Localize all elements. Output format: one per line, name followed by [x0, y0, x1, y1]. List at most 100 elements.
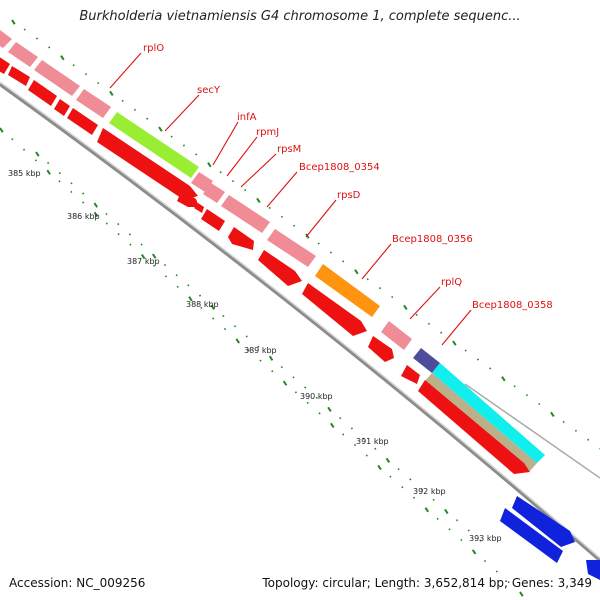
gene-block-rplQ[interactable] [381, 321, 412, 350]
gene-block-rpsD[interactable] [315, 264, 380, 317]
cds-arrow[interactable] [302, 283, 367, 336]
scale-tick [84, 73, 88, 76]
cds-arrow[interactable] [28, 80, 57, 106]
gene-label-rpsM[interactable]: rpsM [277, 144, 301, 155]
scale-tick [121, 99, 124, 103]
cds-arrow[interactable] [97, 128, 198, 200]
cds-arrow[interactable] [258, 250, 302, 286]
gene-block-rplO-a[interactable] [0, 30, 12, 48]
scale-tick [58, 180, 61, 183]
gene-block-rplO-d[interactable] [76, 89, 111, 118]
scale-tick [271, 370, 274, 373]
cds-arrow-blue[interactable] [500, 508, 563, 563]
cds-arrow[interactable] [177, 190, 199, 207]
scale-tick [350, 427, 354, 430]
scale-tick [330, 422, 335, 428]
scale-tick [409, 478, 412, 481]
cds-arrow[interactable] [67, 108, 98, 135]
gene-label-Bcep1808_0356[interactable]: Bcep1808_0356 [392, 234, 473, 245]
cds-arrow[interactable] [201, 209, 225, 231]
scale-tick [483, 559, 487, 563]
scale-tick [412, 496, 416, 499]
scale-tick [403, 304, 408, 311]
cds-arrow[interactable] [228, 227, 254, 250]
scale-tick-marks [0, 19, 600, 597]
scale-label: 386 kbp [67, 212, 100, 221]
gene-block-Bcep1808_0354[interactable] [267, 229, 316, 267]
gene-block-rplO-c[interactable] [34, 60, 80, 96]
scale-tick [198, 294, 202, 297]
scale-tick [479, 539, 482, 542]
scale-tick [34, 159, 38, 162]
scale-tick [35, 37, 39, 40]
cds-arrow[interactable] [194, 203, 204, 213]
scale-tick [294, 391, 298, 394]
scale-tick [427, 322, 431, 325]
scale-label: 388 kbp [186, 300, 219, 309]
cds-arrow[interactable] [54, 99, 70, 116]
cds-arrow[interactable] [418, 380, 530, 474]
scale-label: 391 kbp [356, 437, 389, 446]
gene-label-rpsD[interactable]: rpsD [337, 190, 361, 201]
genome-summary: Topology: circular; Length: 3,652,814 bp… [262, 576, 592, 590]
scale-label: 385 kbp [8, 169, 41, 178]
scale-tick [415, 313, 418, 317]
scale-tick [222, 314, 225, 318]
scale-tick [391, 295, 394, 299]
scale-tick [164, 275, 168, 278]
scale-tick [212, 317, 215, 320]
scale-tick [93, 202, 99, 208]
scale-tick [455, 519, 459, 522]
gene-block-secY[interactable] [109, 112, 199, 178]
scale-labels: 385 kbp 386 kbp 387 kbp 388 kbp 389 kbp … [8, 169, 502, 543]
gene-block-Bcep1808_0358-cyan[interactable] [432, 363, 545, 463]
scale-label: 392 kbp [413, 487, 446, 496]
scale-tick [420, 488, 424, 491]
forward-strand-track [0, 30, 545, 471]
scale-label: 389 kbp [244, 346, 277, 355]
scale-tick [374, 447, 377, 450]
scale-tick [424, 507, 430, 513]
scale-tick [280, 215, 284, 218]
scale-tick [306, 401, 309, 404]
gene-label-rplQ[interactable]: rplQ [441, 277, 462, 288]
scale-tick [48, 46, 51, 49]
gene-label-Bcep1808_0354[interactable]: Bcep1808_0354 [299, 162, 380, 173]
gene-block-rpsM[interactable] [221, 195, 270, 233]
scale-tick [105, 212, 108, 216]
scale-tick [93, 211, 99, 218]
gene-label-secY[interactable]: secY [197, 85, 221, 96]
scale-tick [70, 182, 73, 185]
cds-arrow[interactable] [8, 66, 30, 86]
scale-tick [292, 376, 295, 379]
scale-tick [562, 420, 565, 424]
chromosome-backbone-highlight [0, 81, 600, 559]
scale-tick [200, 306, 203, 310]
gene-block-Bcep1808_0358-khaki[interactable] [424, 373, 537, 471]
gene-label-rpmJ[interactable]: rpmJ [256, 127, 279, 138]
cds-arrow-blue[interactable] [512, 496, 575, 547]
scale-tick [507, 581, 510, 584]
scale-tick [152, 253, 157, 259]
scale-tick [444, 508, 449, 515]
gene-block-rpmJ[interactable] [203, 183, 225, 203]
scale-tick [176, 285, 179, 288]
gene-label-rplO[interactable]: rplO [143, 43, 164, 54]
scale-tick [97, 81, 100, 85]
cds-arrow[interactable] [0, 54, 10, 74]
scale-tick [574, 429, 578, 432]
blue-gene-track [500, 496, 600, 580]
scale-tick [219, 171, 222, 174]
gene-label-infA[interactable]: infA [237, 112, 257, 123]
gene-block-Bcep1808_0358-dark[interactable] [413, 348, 440, 373]
scale-tick [339, 417, 342, 420]
cds-arrow[interactable] [401, 365, 420, 384]
cds-arrow[interactable] [368, 336, 394, 362]
scale-tick [489, 367, 492, 370]
gene-label-Bcep1808_0358[interactable]: Bcep1808_0358 [472, 300, 553, 311]
gene-block-infA[interactable] [191, 172, 213, 192]
gene-block-rplO-b[interactable] [8, 42, 38, 67]
scale-tick [152, 264, 156, 267]
scale-tick [233, 325, 237, 328]
cds-arrow-blue[interactable] [586, 560, 600, 580]
